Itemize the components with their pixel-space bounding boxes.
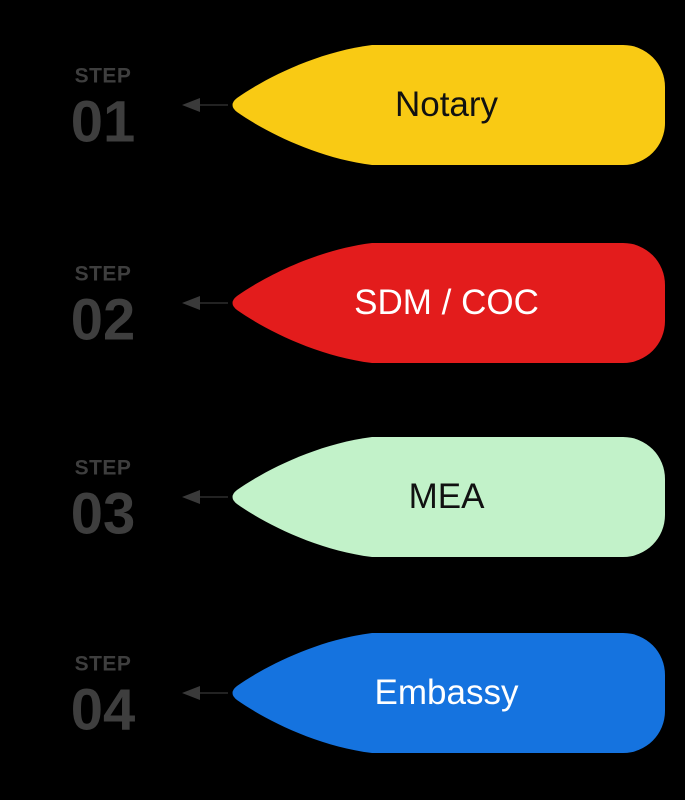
banner-shape	[232, 437, 665, 557]
step-number: 02	[70, 287, 136, 353]
banner-label: MEA	[408, 477, 485, 516]
step-word: STEP	[74, 64, 132, 88]
left-arrow-icon	[182, 296, 228, 310]
banner-shape	[232, 633, 665, 753]
left-arrow-icon	[182, 490, 228, 504]
step-word: STEP	[74, 456, 132, 480]
left-arrow-icon	[182, 686, 228, 700]
step-number: 03	[70, 481, 136, 547]
banner-embassy: Embassy	[228, 633, 665, 753]
step-row-2: STEP 02 SDM / COC	[0, 243, 685, 363]
step-word: STEP	[74, 262, 132, 286]
step-indicator: STEP 01	[56, 65, 150, 151]
banner-mea: MEA	[228, 437, 665, 557]
step-word: STEP	[74, 652, 132, 676]
left-arrow-icon	[182, 98, 228, 112]
banner-label: SDM / COC	[354, 283, 539, 322]
banner-notary: Notary	[228, 45, 665, 165]
step-row-4: STEP 04 Embassy	[0, 633, 685, 753]
step-indicator: STEP 02	[56, 263, 150, 349]
step-number: 04	[70, 677, 136, 743]
step-indicator: STEP 04	[56, 653, 150, 739]
banner-sdm-coc: SDM / COC	[228, 243, 665, 363]
banner-label: Notary	[394, 85, 499, 124]
step-row-3: STEP 03 MEA	[0, 437, 685, 557]
step-row-1: STEP 01 Notary	[0, 45, 685, 165]
banner-shape	[232, 243, 665, 363]
banner-shape	[232, 45, 665, 165]
banner-label: Embassy	[374, 673, 519, 712]
step-number: 01	[70, 89, 136, 155]
step-indicator: STEP 03	[56, 457, 150, 543]
